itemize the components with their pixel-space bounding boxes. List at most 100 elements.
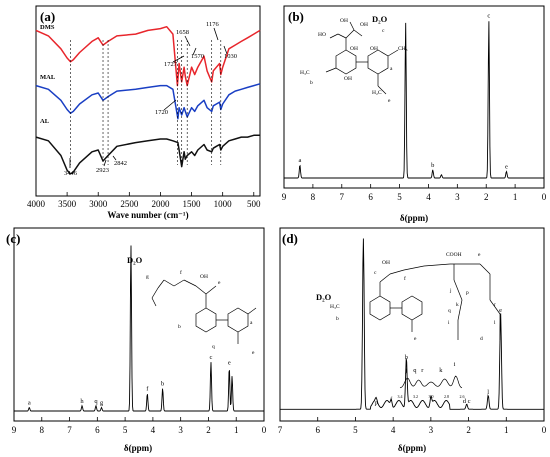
svg-text:H₃C: H₃C: [300, 70, 310, 76]
panel-a-tick-label: 3500: [58, 199, 77, 209]
svg-text:e: e: [252, 350, 255, 356]
panel-c-label: (c): [6, 231, 20, 246]
series-name-al: AL: [40, 118, 50, 125]
panel-tick-label: 6: [95, 425, 100, 435]
ann-1720: 1720: [155, 109, 168, 116]
svg-text:c: c: [374, 270, 377, 276]
svg-text:b: b: [310, 80, 313, 86]
panel-tick-label: 2: [466, 425, 471, 435]
peak-label: c: [487, 13, 490, 20]
panel-a-tick-label: 1500: [183, 199, 202, 209]
svg-text:OH: OH: [340, 18, 348, 24]
inset-peak-label: i: [454, 361, 456, 368]
peak-label: b: [161, 380, 164, 387]
svg-text:f: f: [180, 269, 182, 276]
svg-text:H₃C: H₃C: [330, 304, 340, 310]
svg-text:e: e: [218, 280, 221, 286]
peak-label: d c: [463, 398, 471, 405]
panel-tick-label: 0: [542, 425, 547, 435]
ann-1030: 1030: [224, 53, 237, 60]
series-line-mal: [35, 83, 261, 120]
ann-2842: 2842: [114, 160, 127, 167]
panel-b-label: (b): [288, 9, 304, 24]
panel-tick-label: 8: [40, 425, 45, 435]
svg-text:COOH: COOH: [446, 252, 462, 258]
panel-a-tick-label: 2000: [151, 199, 170, 209]
inset-tick-label: 3.4: [398, 394, 403, 399]
nmr-spectrum-line: [14, 245, 264, 412]
ann-1658: 1658: [176, 29, 189, 36]
panel-a-tick-label: 2500: [120, 199, 139, 209]
svg-text:c: c: [382, 28, 385, 34]
svg-text:OH: OH: [382, 260, 390, 266]
molecule-structure-b: HO OH OH c OH OH H₃C CH₃ b a OH H₂C e: [300, 18, 408, 104]
panel-tick-label: 2: [484, 192, 489, 202]
panel-tick-label: 1: [234, 425, 239, 435]
panel-b: (b) 9 8 7 6 5 4 3 2 1 0 a b c e δ(ppm) D₂O HO OH OH c …: [282, 5, 547, 223]
panel-tick-label: 6: [368, 192, 373, 202]
svg-text:q: q: [212, 344, 215, 350]
svg-text:a: a: [250, 320, 253, 326]
peak-label: q: [94, 398, 98, 405]
series-name-mal: MAL: [40, 74, 56, 81]
svg-text:j: j: [449, 288, 452, 294]
peak-label: p: [375, 400, 378, 407]
peak-label: l: [487, 389, 489, 396]
svg-text:e: e: [478, 252, 481, 258]
panel-tick-label: 9: [12, 425, 17, 435]
inset-tick-label: 2.8: [444, 394, 449, 399]
peak-label: c: [209, 354, 212, 361]
panel-a: (a) 4000 3500 3000 2500 2000 1500 1000 500 Wave…: [27, 5, 261, 220]
panel-tick-label: 9: [282, 192, 287, 202]
panel-tick-label: 7: [67, 425, 72, 435]
svg-text:e: e: [388, 98, 391, 104]
molecule-structure-d: c OH f COOH e H₃C b j p k qi r l d e: [330, 252, 501, 342]
peak-label: e: [505, 163, 508, 170]
svg-text:d: d: [480, 336, 483, 342]
ann-1570: 1570: [191, 53, 204, 60]
svg-text:OH: OH: [370, 46, 378, 52]
panel-tick-label: 4: [391, 425, 396, 435]
peak-label: e: [499, 307, 502, 314]
panel-d-xlabel: δ(ppm): [398, 443, 426, 453]
inset-peak-label: j: [404, 367, 407, 374]
panel-a-tick-label: 500: [247, 199, 261, 209]
panel-tick-label: 3: [178, 425, 183, 435]
panel-a-xlabel: Wave number (cm⁻¹): [107, 210, 188, 220]
svg-text:OH: OH: [344, 76, 352, 82]
panel-tick-label: 8: [311, 192, 316, 202]
inset-tick-label: 2.6: [460, 394, 465, 399]
svg-text:f: f: [404, 275, 406, 282]
peak-label: f: [390, 396, 393, 403]
svg-text:g: g: [146, 274, 149, 280]
series-line-al: [35, 134, 260, 175]
panel-c-xlabel: δ(ppm): [124, 443, 152, 453]
svg-text:q: q: [448, 308, 451, 314]
inset-peak-label: q: [413, 367, 417, 374]
svg-text:b: b: [178, 324, 181, 330]
panel-c-frame: [13, 227, 265, 422]
panel-tick-label: 4: [151, 425, 156, 435]
peak-label: e: [228, 359, 231, 366]
panel-a-tick-label: 1000: [214, 199, 233, 209]
svg-text:l: l: [494, 320, 496, 326]
ann-2923: 2923: [96, 167, 109, 174]
panel-tick-label: 7: [340, 192, 345, 202]
svg-text:k: k: [456, 302, 459, 308]
panel-tick-label: 6: [315, 425, 320, 435]
series-line-dms: [35, 25, 261, 87]
peak-label: h: [80, 398, 84, 405]
ann-1176: 1176: [206, 21, 220, 28]
panel-tick-label: 1: [513, 192, 518, 202]
inset-tick-label: 3.2: [413, 394, 418, 399]
panel-c-solvent: D₂O: [127, 255, 143, 265]
peak-label: a: [28, 400, 31, 407]
peak-label: b: [431, 162, 434, 169]
panel-a-tick-label: 3000: [89, 199, 108, 209]
svg-text:HO: HO: [318, 32, 326, 38]
panel-d-solvent: D₂O: [316, 292, 332, 302]
inset-spectrum: j q r k i 3.4 3.2 3.0 2.8 2.6: [398, 361, 465, 399]
inset-peak-label: r: [421, 367, 424, 374]
panel-a-annotations: 1727 1658 1176 1570 1030 1720 3446 2923 …: [64, 21, 237, 177]
panel-tick-label: 5: [353, 425, 358, 435]
